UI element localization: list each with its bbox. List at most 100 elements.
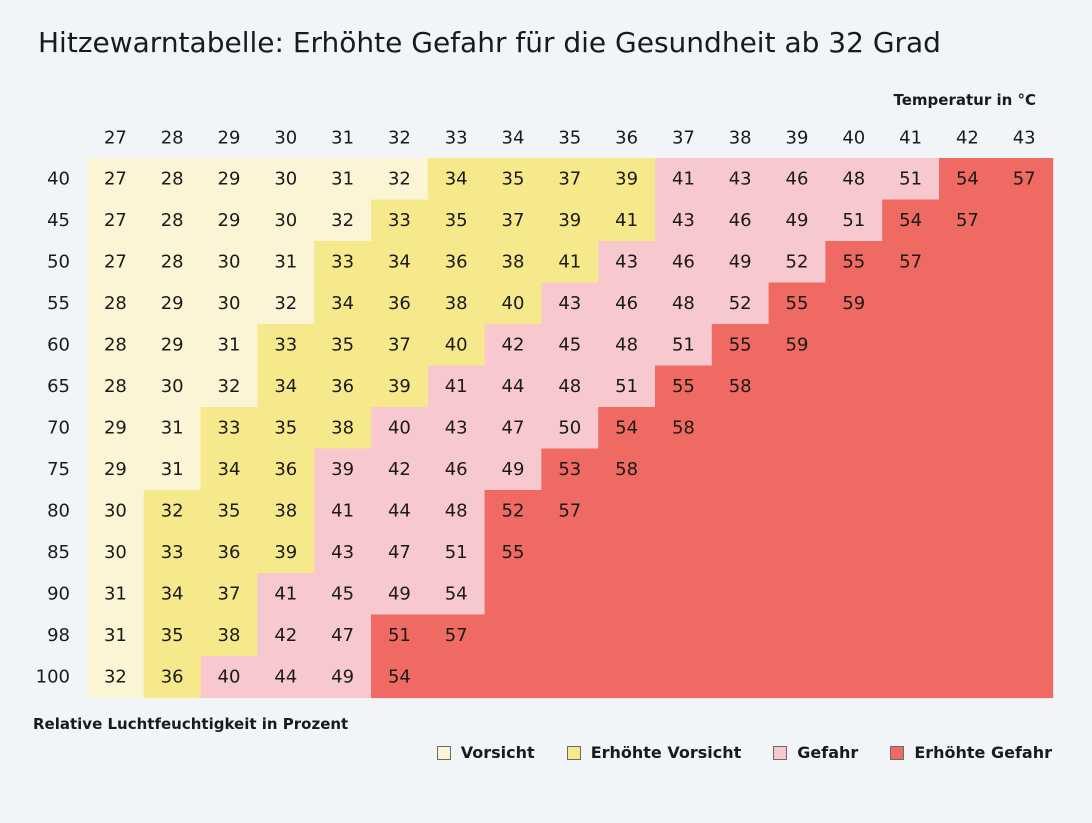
heat-cell-40-36	[598, 158, 656, 201]
legend-label-erhoehte-vorsicht: Erhöhte Vorsicht	[590, 743, 742, 762]
heat-value-60-37: 51	[672, 334, 695, 355]
heat-cell-45-34	[484, 199, 542, 242]
heat-cell-50-32	[371, 241, 429, 284]
heat-cell-85-41	[882, 531, 940, 574]
heat-value-85-27: 30	[104, 542, 127, 563]
heat-cell-80-37	[655, 490, 713, 533]
heat-cell-75-33	[427, 448, 486, 491]
heat-cell-50-40	[825, 241, 883, 284]
heat-value-80-31: 41	[331, 500, 354, 521]
heat-cell-65-31	[314, 365, 372, 408]
heat-cell-70-34	[484, 407, 542, 450]
heat-cell-80-31	[314, 490, 372, 533]
heat-value-40-39: 46	[786, 168, 809, 189]
heat-cell-98-43	[995, 614, 1054, 657]
column-header-41: 41	[899, 128, 922, 149]
heat-cell-70-41	[882, 407, 940, 450]
heat-cell-65-39	[768, 365, 826, 408]
heat-cell-80-29	[200, 490, 258, 533]
heat-cell-60-39	[768, 324, 826, 367]
heat-value-45-28: 28	[161, 210, 184, 231]
heat-cell-85-33	[427, 531, 486, 574]
heat-cell-45-41	[882, 199, 940, 242]
heat-cell-100-32	[371, 656, 429, 699]
heat-cell-70-42	[939, 407, 997, 450]
legend-swatch-erhoehte-vorsicht	[566, 745, 581, 760]
heat-cell-60-29	[200, 324, 258, 367]
heat-cell-40-34	[484, 158, 542, 201]
heat-cell-65-41	[882, 365, 940, 408]
heat-cell-70-33	[427, 407, 486, 450]
heat-value-60-38: 55	[729, 334, 752, 355]
heat-cell-80-28	[143, 490, 202, 533]
heat-value-65-38: 58	[729, 376, 752, 397]
heat-cell-70-30	[257, 407, 315, 450]
heat-value-80-35: 57	[558, 500, 581, 521]
column-header-33: 33	[445, 128, 468, 149]
legend-item-vorsicht: Vorsicht	[436, 743, 535, 762]
heat-cell-40-40	[825, 158, 883, 201]
heat-cell-75-34	[484, 448, 542, 491]
heat-value-55-38: 52	[729, 293, 752, 314]
heat-cell-80-30	[257, 490, 315, 533]
heat-value-98-29: 38	[218, 625, 241, 646]
heat-cell-55-29	[200, 282, 258, 325]
heat-value-75-33: 46	[445, 459, 468, 480]
heat-value-75-31: 39	[331, 459, 354, 480]
heat-cell-65-34	[484, 365, 542, 408]
heat-value-40-42: 54	[956, 168, 979, 189]
heat-value-98-33: 57	[445, 625, 468, 646]
heat-value-100-30: 44	[274, 666, 297, 687]
heat-cell-90-37	[655, 573, 713, 616]
heat-value-45-29: 29	[218, 210, 241, 231]
heat-cell-100-27	[87, 656, 145, 699]
heat-value-60-34: 42	[502, 334, 525, 355]
heat-cell-55-39	[768, 282, 826, 325]
column-header-36: 36	[615, 128, 638, 149]
legend-label-vorsicht: Vorsicht	[460, 743, 535, 762]
heat-value-45-27: 27	[104, 210, 127, 231]
heat-cell-65-37	[655, 365, 713, 408]
heat-value-60-30: 33	[274, 334, 297, 355]
heat-value-70-30: 35	[274, 417, 297, 438]
heat-cell-75-39	[768, 448, 826, 491]
heat-value-65-35: 48	[558, 376, 581, 397]
heat-cell-40-43	[995, 158, 1054, 201]
heat-cell-60-28	[143, 324, 202, 367]
heat-cell-60-37	[655, 324, 713, 367]
heat-cell-70-27	[87, 407, 145, 450]
heat-cell-40-35	[541, 158, 599, 201]
column-header-29: 29	[218, 128, 241, 149]
heat-cell-80-32	[371, 490, 429, 533]
heat-value-65-37: 55	[672, 376, 695, 397]
heat-cell-45-27	[87, 199, 145, 242]
heat-cell-55-31	[314, 282, 372, 325]
heat-value-75-28: 31	[161, 459, 184, 480]
heat-cell-50-38	[711, 241, 770, 284]
heat-cell-90-36	[598, 573, 656, 616]
heat-value-60-31: 35	[331, 334, 354, 355]
heat-cell-45-36	[598, 199, 656, 242]
column-header-39: 39	[786, 128, 809, 149]
heat-value-60-39: 59	[786, 334, 809, 355]
heat-cell-65-29	[200, 365, 258, 408]
heat-cell-60-36	[598, 324, 656, 367]
heat-value-50-35: 41	[558, 251, 581, 272]
heat-value-50-38: 49	[729, 251, 752, 272]
heat-cell-85-42	[939, 531, 997, 574]
heat-cell-60-42	[939, 324, 997, 367]
heat-cell-45-37	[655, 199, 713, 242]
heat-cell-85-35	[541, 531, 599, 574]
heat-cell-80-35	[541, 490, 599, 533]
heat-cell-80-42	[939, 490, 997, 533]
heat-cell-80-41	[882, 490, 940, 533]
row-header-50: 50	[47, 251, 70, 272]
heat-cell-85-31	[314, 531, 372, 574]
heat-value-90-29: 37	[218, 583, 241, 604]
heat-cell-45-29	[200, 199, 258, 242]
heat-value-45-42: 57	[956, 210, 979, 231]
heat-cell-60-43	[995, 324, 1054, 367]
heat-cell-75-27	[87, 448, 145, 491]
heat-value-65-31: 36	[331, 376, 354, 397]
